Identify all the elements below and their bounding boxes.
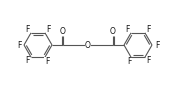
Text: F: F <box>17 40 21 49</box>
Text: F: F <box>46 25 51 34</box>
Text: F: F <box>125 25 130 34</box>
Text: F: F <box>146 25 151 34</box>
Text: O: O <box>110 27 116 36</box>
Text: F: F <box>25 56 30 65</box>
Text: O: O <box>60 27 66 36</box>
Text: F: F <box>127 57 131 66</box>
Text: O: O <box>85 40 91 49</box>
Text: F: F <box>155 40 159 49</box>
Text: F: F <box>25 25 30 34</box>
Text: F: F <box>45 57 49 66</box>
Text: F: F <box>146 56 151 65</box>
